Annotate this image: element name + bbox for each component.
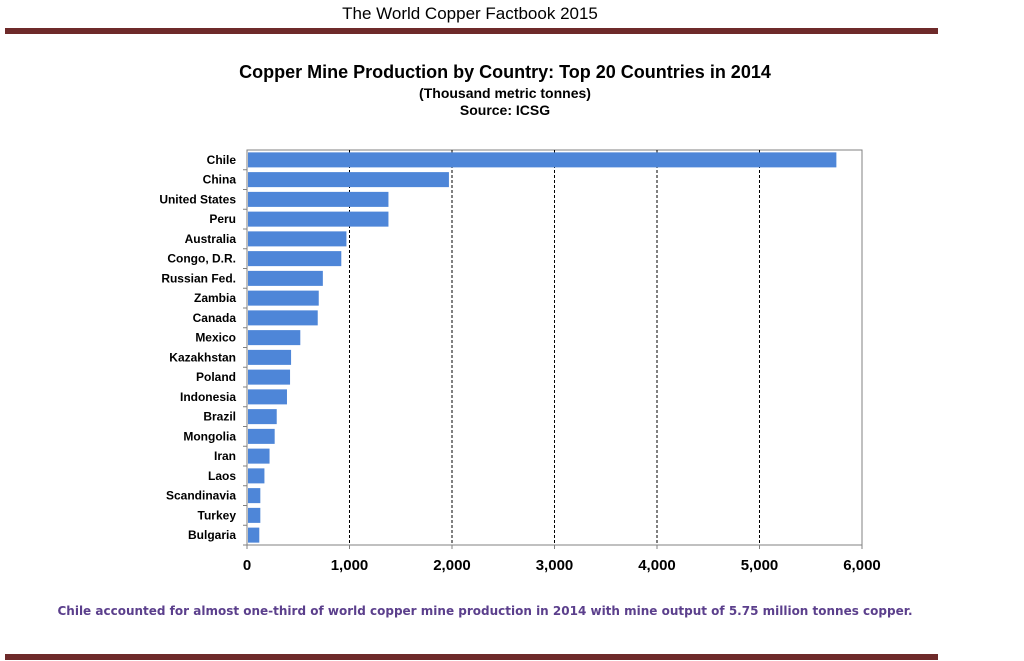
x-tick-label: 1,000	[331, 557, 369, 574]
bar	[248, 428, 275, 444]
category-label: Russian Fed.	[161, 271, 236, 285]
x-tick-label: 5,000	[741, 557, 779, 574]
category-label: Congo, D.R.	[167, 252, 236, 266]
bar	[248, 211, 389, 227]
bar	[248, 349, 292, 365]
chart-title: Copper Mine Production by Country: Top 2…	[239, 62, 771, 82]
bar	[248, 468, 265, 484]
bar	[248, 448, 270, 464]
bar	[248, 152, 837, 168]
category-label: Turkey	[198, 508, 237, 522]
category-label: Chile	[207, 153, 237, 167]
bar	[248, 191, 389, 207]
bar	[248, 527, 260, 543]
category-label: Laos	[208, 469, 236, 483]
category-label: Australia	[185, 232, 237, 246]
bar	[248, 389, 287, 405]
chart-source: Source: ICSG	[459, 102, 551, 118]
category-label: Kazakhstan	[169, 350, 236, 364]
category-label: Scandinavia	[166, 489, 236, 503]
bar	[248, 330, 301, 346]
chart-subtitle: (Thousand metric tonnes)	[419, 85, 591, 101]
category-label: Mexico	[195, 331, 236, 345]
category-label: Zambia	[194, 291, 236, 305]
bar	[248, 507, 261, 523]
footer-rule	[5, 654, 938, 660]
category-label: China	[203, 173, 237, 187]
x-tick-label: 4,000	[638, 557, 676, 574]
x-tick-label: 3,000	[536, 557, 574, 574]
x-tick-label: 6,000	[843, 557, 881, 574]
bar	[248, 369, 291, 385]
x-tick-label: 0	[243, 557, 251, 574]
bar	[248, 270, 323, 286]
category-label: Peru	[209, 212, 236, 226]
category-label: Brazil	[203, 410, 236, 424]
category-label: Indonesia	[180, 390, 236, 404]
category-label: Poland	[196, 370, 236, 384]
bar	[248, 251, 342, 267]
bar	[248, 172, 449, 188]
bar	[248, 310, 318, 326]
page-header: The World Copper Factbook 2015	[342, 4, 598, 23]
chart-caption: Chile accounted for almost one-third of …	[57, 604, 913, 618]
bar	[248, 409, 277, 425]
category-label: Canada	[193, 311, 237, 325]
category-label: Iran	[214, 449, 236, 463]
bar	[248, 231, 347, 247]
header-rule	[5, 28, 938, 34]
category-label: Mongolia	[183, 429, 236, 443]
x-tick-label: 2,000	[433, 557, 471, 574]
category-label: Bulgaria	[188, 528, 236, 542]
bar	[248, 290, 319, 306]
bar	[248, 488, 261, 504]
category-label: United States	[159, 192, 236, 206]
